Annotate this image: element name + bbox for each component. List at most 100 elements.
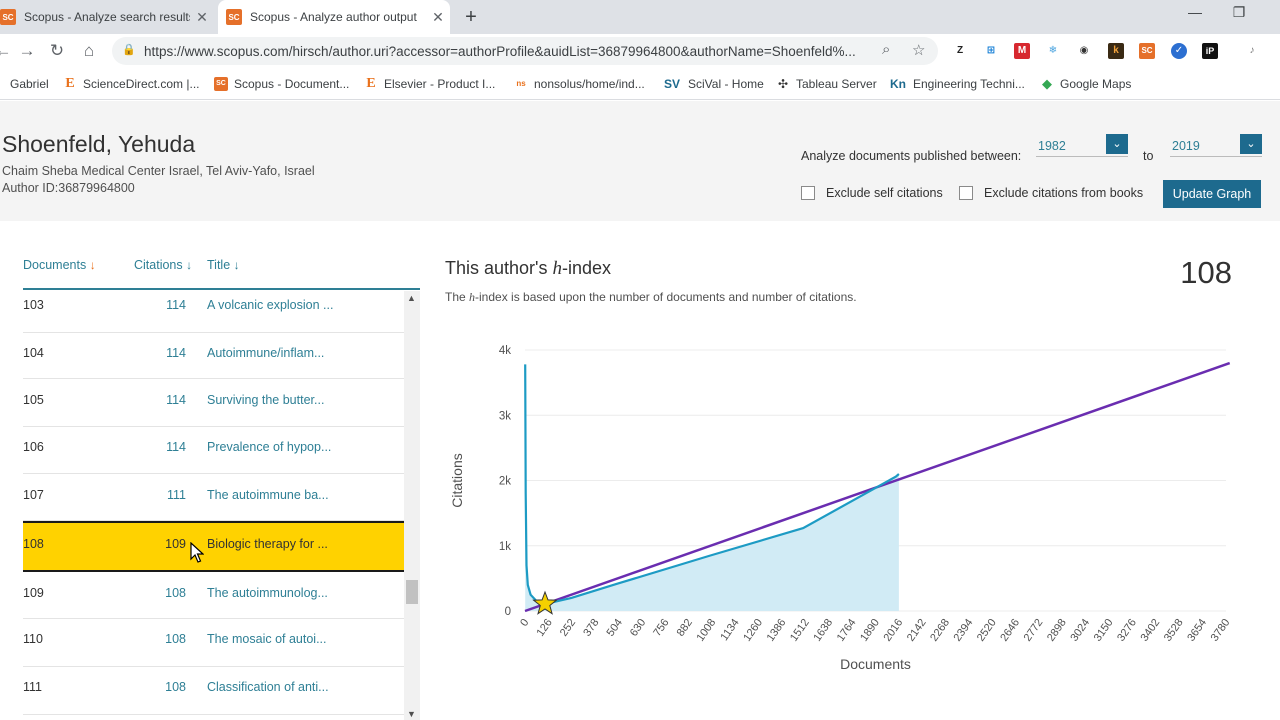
forward-icon[interactable]: → bbox=[18, 41, 36, 60]
document-row[interactable]: 106 114 Prevalence of hypop... bbox=[23, 427, 404, 474]
author-affiliation: Chaim Sheba Medical Center Israel, Tel A… bbox=[2, 164, 315, 178]
x-tick-label: 1512 bbox=[788, 617, 812, 644]
document-citations[interactable]: 109 bbox=[165, 537, 186, 551]
document-title-link[interactable]: Autoimmune/inflam... bbox=[207, 346, 325, 360]
document-citations[interactable]: 114 bbox=[166, 393, 186, 407]
scrollbar-thumb[interactable] bbox=[406, 580, 418, 604]
x-tick-label: 504 bbox=[605, 617, 625, 639]
windows-extension-icon[interactable]: ⊞ bbox=[986, 45, 996, 56]
x-tick-label: 378 bbox=[581, 617, 601, 639]
document-row[interactable]: 107 111 The autoimmune ba... bbox=[23, 474, 404, 521]
x-tick-label: 2394 bbox=[952, 617, 976, 644]
ip-extension-icon[interactable]: iP bbox=[1202, 43, 1218, 59]
minimize-icon[interactable]: — bbox=[1188, 4, 1202, 20]
document-rank: 104 bbox=[23, 346, 44, 360]
document-rank: 107 bbox=[23, 488, 44, 502]
document-row[interactable]: 105 114 Surviving the butter... bbox=[23, 379, 404, 427]
knovel-icon: Kn bbox=[890, 77, 906, 91]
scopus-extension-icon[interactable]: SC bbox=[1139, 43, 1155, 59]
author-id: Author ID:36879964800 bbox=[2, 181, 135, 195]
x-tick-label: 2016 bbox=[881, 617, 905, 644]
exclude-self-checkbox[interactable] bbox=[801, 186, 815, 200]
sort-citations-header[interactable]: Citations ↓ bbox=[134, 258, 192, 272]
circle-extension-icon[interactable]: ◉ bbox=[1079, 45, 1089, 56]
scroll-up-icon[interactable]: ▲ bbox=[407, 293, 416, 303]
sort-documents-header[interactable]: Documents ↓ bbox=[23, 258, 96, 272]
bookmark-scopus-document[interactable]: SC Scopus - Document... bbox=[214, 74, 349, 94]
document-title-link[interactable]: The mosaic of autoi... bbox=[207, 632, 327, 646]
tab-title: Scopus - Analyze author output bbox=[250, 10, 417, 24]
tab-analyze-search-results[interactable]: SC Scopus - Analyze search results | ...… bbox=[0, 0, 214, 34]
chevron-down-icon[interactable]: ⌄ bbox=[1240, 134, 1262, 154]
restore-icon[interactable]: ❐ bbox=[1232, 4, 1246, 20]
document-citations[interactable]: 108 bbox=[165, 680, 186, 694]
document-citations[interactable]: 108 bbox=[165, 632, 186, 646]
exclude-books-checkbox[interactable] bbox=[959, 186, 973, 200]
y-tick-label: 0 bbox=[505, 606, 511, 618]
bookmark-tableau[interactable]: ✣ Tableau Server bbox=[776, 74, 877, 94]
document-row-highlighted[interactable]: 108 109 Biologic therapy for ... bbox=[23, 521, 404, 572]
mouse-pointer-icon bbox=[190, 542, 204, 563]
documents-list: 103 114 A volcanic explosion ... 104 114… bbox=[23, 291, 404, 720]
browser-toolbar: ← → ↻ ⌂ 🔒 https://www.scopus.com/hirsch/… bbox=[0, 34, 1280, 68]
document-row[interactable]: 103 114 A volcanic explosion ... bbox=[23, 291, 404, 333]
bookmark-gabriel[interactable]: Gabriel bbox=[10, 74, 49, 94]
bookmark-sciencedirect[interactable]: E ScienceDirect.com |... bbox=[63, 74, 199, 94]
document-row[interactable]: 104 114 Autoimmune/inflam... bbox=[23, 333, 404, 379]
document-title-link[interactable]: Biologic therapy for ... bbox=[207, 537, 328, 551]
x-tick-label: 3402 bbox=[1138, 617, 1162, 644]
home-icon[interactable]: ⌂ bbox=[83, 41, 95, 60]
document-row[interactable]: 109 108 The autoimmunolog... bbox=[23, 572, 404, 619]
sort-title-header[interactable]: Title ↓ bbox=[207, 258, 240, 272]
snowflake-extension-icon[interactable]: ❄ bbox=[1048, 45, 1058, 56]
check-extension-icon[interactable]: ✓ bbox=[1171, 43, 1187, 59]
close-tab-icon[interactable]: ✕ bbox=[432, 8, 444, 25]
x-tick-label: 0 bbox=[518, 617, 531, 629]
new-tab-button[interactable]: + bbox=[465, 6, 477, 28]
document-title-link[interactable]: Classification of anti... bbox=[207, 680, 329, 694]
x-tick-labels: 0 126 252 378 504 630 756 882 1008 1134 1260 1386 15… bbox=[518, 617, 1232, 644]
x-tick-label: 882 bbox=[675, 617, 695, 639]
column-label: Title bbox=[207, 258, 231, 272]
list-scrollbar[interactable]: ▲ ▼ bbox=[404, 291, 420, 720]
x-tick-label: 756 bbox=[651, 617, 671, 639]
bookmark-star-icon[interactable]: ☆ bbox=[912, 42, 926, 59]
mendeley-extension-icon[interactable]: M bbox=[1014, 43, 1030, 59]
bookmark-scival[interactable]: SV SciVal - Home bbox=[662, 74, 764, 94]
document-citations[interactable]: 108 bbox=[165, 586, 186, 600]
chevron-down-icon[interactable]: ⌄ bbox=[1106, 134, 1128, 154]
x-tick-label: 2898 bbox=[1045, 617, 1069, 644]
document-title-link[interactable]: The autoimmune ba... bbox=[207, 488, 329, 502]
update-graph-button[interactable]: Update Graph bbox=[1163, 180, 1261, 208]
from-year-select[interactable]: 1982 ⌄ bbox=[1036, 134, 1128, 157]
x-tick-label: 2646 bbox=[998, 617, 1022, 644]
document-title-link[interactable]: Prevalence of hypop... bbox=[207, 440, 332, 454]
document-citations[interactable]: 114 bbox=[166, 346, 186, 360]
document-row[interactable]: 111 108 Classification of anti... bbox=[23, 667, 404, 715]
document-title-link[interactable]: Surviving the butter... bbox=[207, 393, 325, 407]
document-title-link[interactable]: A volcanic explosion ... bbox=[207, 298, 334, 312]
document-title-link[interactable]: The autoimmunolog... bbox=[207, 586, 328, 600]
document-citations[interactable]: 111 bbox=[166, 488, 186, 502]
bookmark-engineering[interactable]: Kn Engineering Techni... bbox=[889, 74, 1025, 94]
back-icon[interactable]: ← bbox=[0, 41, 12, 60]
zoom-icon[interactable]: ⌕ bbox=[882, 41, 891, 58]
tab-analyze-author-output[interactable]: SC Scopus - Analyze author output ✕ bbox=[218, 0, 450, 34]
zotero-extension-icon[interactable]: Z bbox=[956, 45, 964, 56]
bookmark-google-maps[interactable]: ◆ Google Maps bbox=[1040, 74, 1131, 94]
to-year-select[interactable]: 2019 ⌄ bbox=[1170, 134, 1262, 157]
document-row[interactable]: 110 108 The mosaic of autoi... bbox=[23, 619, 404, 667]
scroll-down-icon[interactable]: ▼ bbox=[407, 709, 416, 719]
document-rank: 106 bbox=[23, 440, 44, 454]
bookmark-elsevier-product[interactable]: E Elsevier - Product I... bbox=[364, 74, 495, 94]
bookmark-nonsolus[interactable]: ns nonsolus/home/ind... bbox=[514, 74, 644, 94]
close-tab-icon[interactable]: ✕ bbox=[196, 8, 208, 25]
reload-icon[interactable]: ↻ bbox=[49, 41, 65, 60]
profile-icon[interactable]: ♪ bbox=[1249, 45, 1255, 56]
url-text[interactable]: https://www.scopus.com/hirsch/author.uri… bbox=[144, 44, 856, 59]
document-citations[interactable]: 114 bbox=[166, 440, 186, 454]
document-citations[interactable]: 114 bbox=[166, 298, 186, 312]
address-bar[interactable]: 🔒 https://www.scopus.com/hirsch/author.u… bbox=[112, 37, 938, 65]
k-extension-icon[interactable]: k bbox=[1108, 43, 1124, 59]
